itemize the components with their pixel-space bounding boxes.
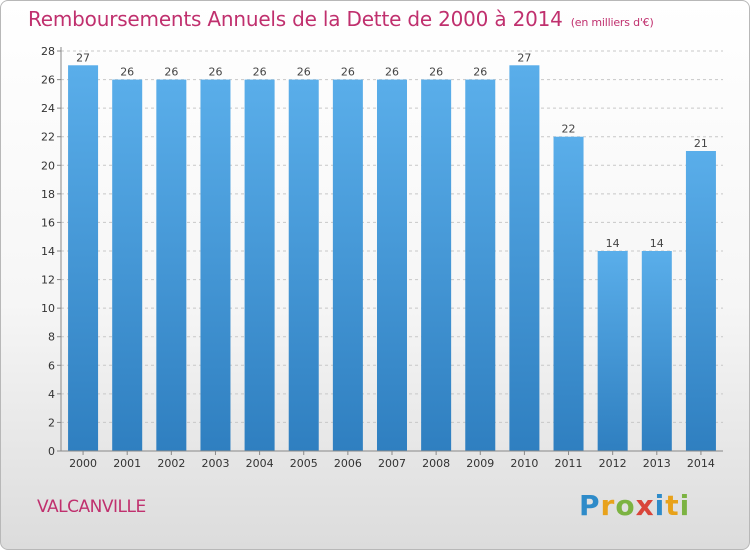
- bars: [68, 65, 716, 452]
- bar: [376, 79, 408, 452]
- y-tick-label: 28: [41, 45, 55, 58]
- bar: [288, 79, 319, 452]
- data-label: 26: [164, 66, 178, 79]
- bar: [597, 251, 628, 451]
- bar: [685, 151, 716, 451]
- bar: [112, 79, 143, 452]
- y-tick-label: 20: [41, 159, 55, 172]
- y-tick-label: 2: [48, 416, 55, 429]
- y-tick-label: 22: [41, 131, 55, 144]
- bar: [200, 79, 231, 452]
- data-label: 27: [76, 51, 90, 64]
- y-tick-label: 14: [41, 245, 55, 258]
- bar: [509, 65, 540, 452]
- logo-letter: r: [600, 489, 616, 522]
- chart-title: Remboursements Annuels de la Dette de 20…: [28, 7, 654, 31]
- x-tick-label: 2009: [466, 457, 494, 470]
- proxiti-logo[interactable]: Proxiti: [579, 489, 690, 522]
- logo-letter: P: [579, 489, 601, 522]
- y-tick-label: 0: [48, 445, 55, 458]
- data-label: 27: [517, 51, 531, 64]
- bar: [641, 251, 672, 451]
- data-label: 26: [341, 66, 355, 79]
- x-tick-label: 2008: [422, 457, 450, 470]
- logo-letter: i: [654, 489, 666, 522]
- y-tick-label: 10: [41, 302, 55, 315]
- logo-letter: x: [635, 489, 655, 522]
- chart-unit: (en milliers d'€): [570, 16, 654, 29]
- x-tick-label: 2002: [157, 457, 185, 470]
- x-tick-label: 2011: [555, 457, 583, 470]
- y-tick-label: 26: [41, 74, 55, 87]
- bar: [465, 79, 496, 452]
- data-label: 26: [120, 66, 134, 79]
- bar: [553, 136, 584, 451]
- x-tick-label: 2003: [201, 457, 229, 470]
- y-tick-label: 12: [41, 274, 55, 287]
- data-label: 26: [473, 66, 487, 79]
- chart-title-text: Remboursements Annuels de la Dette de 20…: [28, 7, 563, 31]
- x-tick-label: 2000: [69, 457, 97, 470]
- data-label: 26: [253, 66, 267, 79]
- data-label: 14: [650, 237, 664, 250]
- axes: [57, 47, 723, 455]
- y-tick-label: 4: [48, 388, 55, 401]
- x-tick-label: 2012: [599, 457, 627, 470]
- x-tick-label: 2006: [334, 457, 362, 470]
- x-tick-label: 2007: [378, 457, 406, 470]
- data-label: 22: [562, 123, 576, 136]
- y-tick-label: 16: [41, 216, 55, 229]
- data-label: 26: [297, 66, 311, 79]
- data-label: 26: [208, 66, 222, 79]
- logo-letter: o: [615, 489, 636, 522]
- x-tick-label: 2013: [643, 457, 671, 470]
- logo-letter: t: [665, 489, 680, 522]
- y-tick-label: 18: [41, 188, 55, 201]
- x-tick-label: 2001: [113, 457, 141, 470]
- y-tick-label: 6: [48, 359, 55, 372]
- data-label: 26: [385, 66, 399, 79]
- y-tick-label: 24: [41, 102, 55, 115]
- data-label: 21: [694, 137, 708, 150]
- y-tick-label: 8: [48, 331, 55, 344]
- town-name: VALCANVILLE: [37, 497, 146, 517]
- x-tick-label: 2005: [290, 457, 318, 470]
- bar: [156, 79, 187, 452]
- bar: [68, 65, 99, 452]
- bar: [332, 79, 363, 452]
- logo-letter: i: [679, 489, 691, 522]
- x-tick-label: 2004: [246, 457, 274, 470]
- bar: [421, 79, 452, 452]
- x-tick-label: 2014: [687, 457, 715, 470]
- bar: [244, 79, 275, 452]
- data-label: 14: [606, 237, 620, 250]
- x-tick-label: 2010: [510, 457, 538, 470]
- data-label: 26: [429, 66, 443, 79]
